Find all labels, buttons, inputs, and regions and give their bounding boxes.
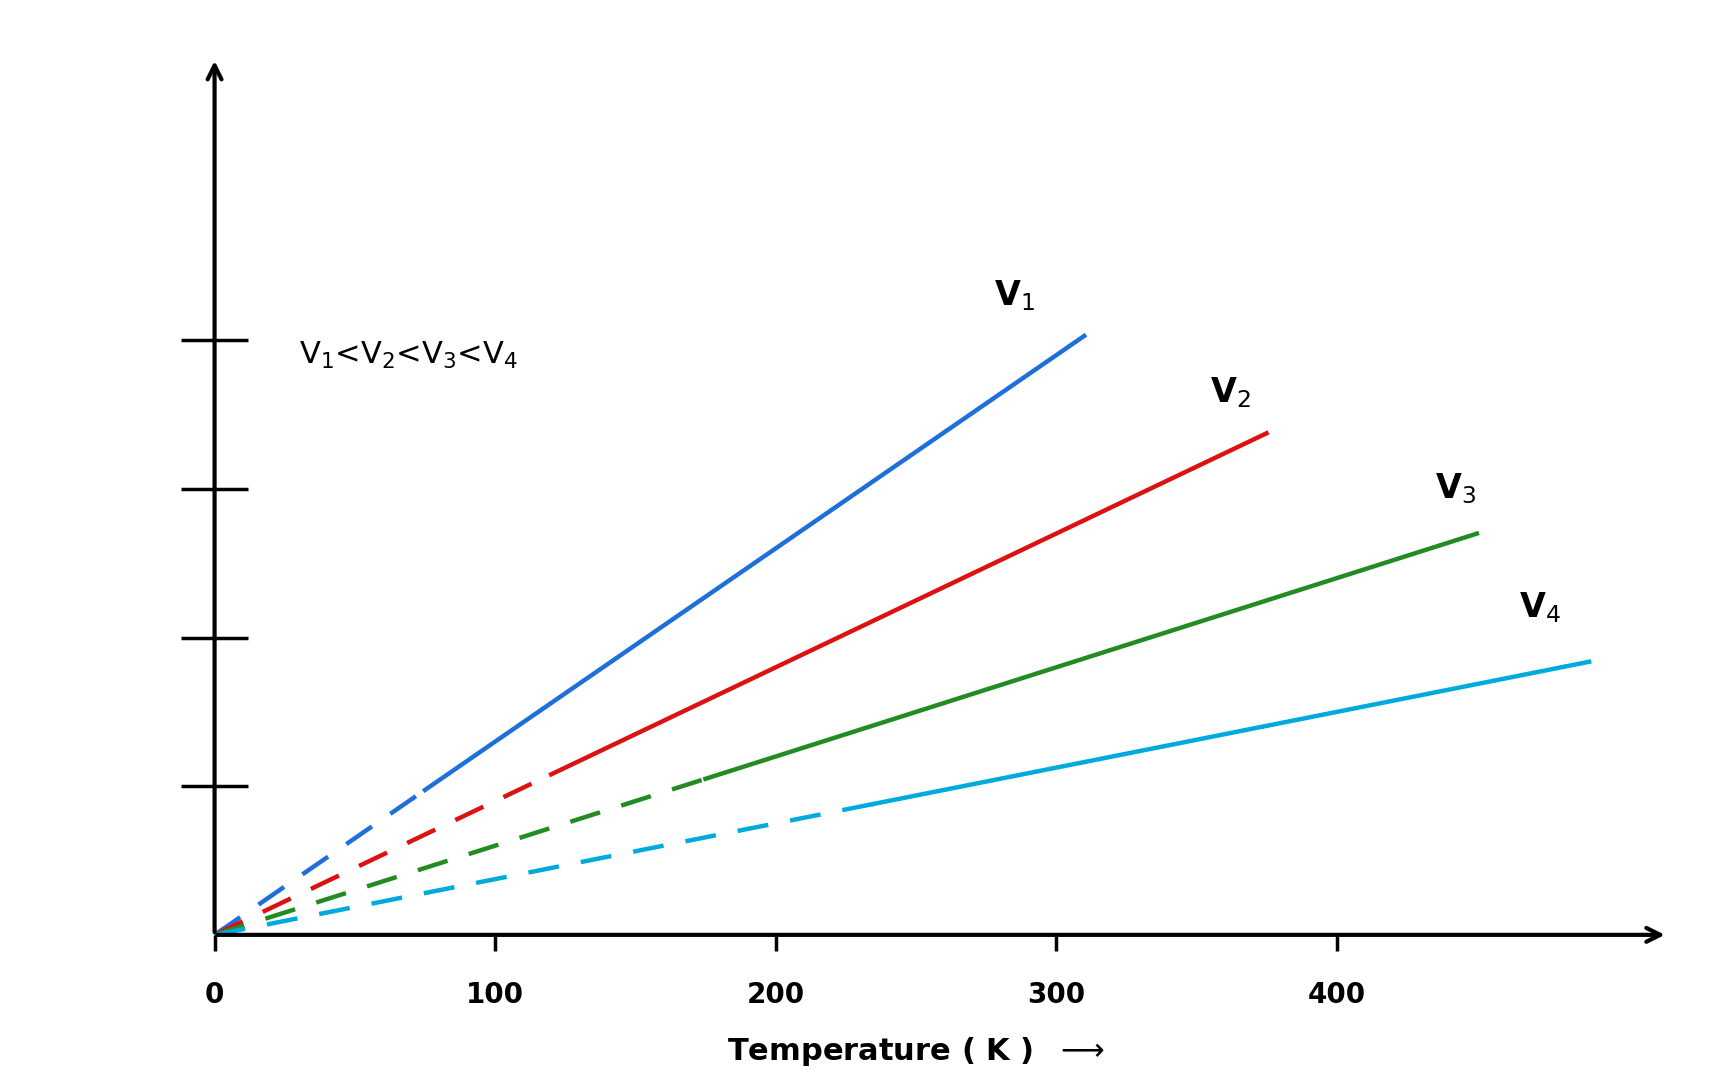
Text: V$_1$<V$_2$<V$_3$<V$_4$: V$_1$<V$_2$<V$_3$<V$_4$ bbox=[298, 340, 518, 370]
Text: 0: 0 bbox=[205, 981, 224, 1009]
Text: V$_4$: V$_4$ bbox=[1520, 591, 1561, 625]
Text: V$_3$: V$_3$ bbox=[1435, 472, 1477, 507]
Text: 200: 200 bbox=[747, 981, 804, 1009]
Text: 400: 400 bbox=[1308, 981, 1366, 1009]
Text: 300: 300 bbox=[1026, 981, 1085, 1009]
Text: V$_2$: V$_2$ bbox=[1211, 375, 1251, 409]
Text: Temperature ( K )  $\longrightarrow$: Temperature ( K ) $\longrightarrow$ bbox=[726, 1035, 1106, 1068]
Text: V$_1$: V$_1$ bbox=[994, 279, 1035, 313]
Text: 100: 100 bbox=[466, 981, 524, 1009]
